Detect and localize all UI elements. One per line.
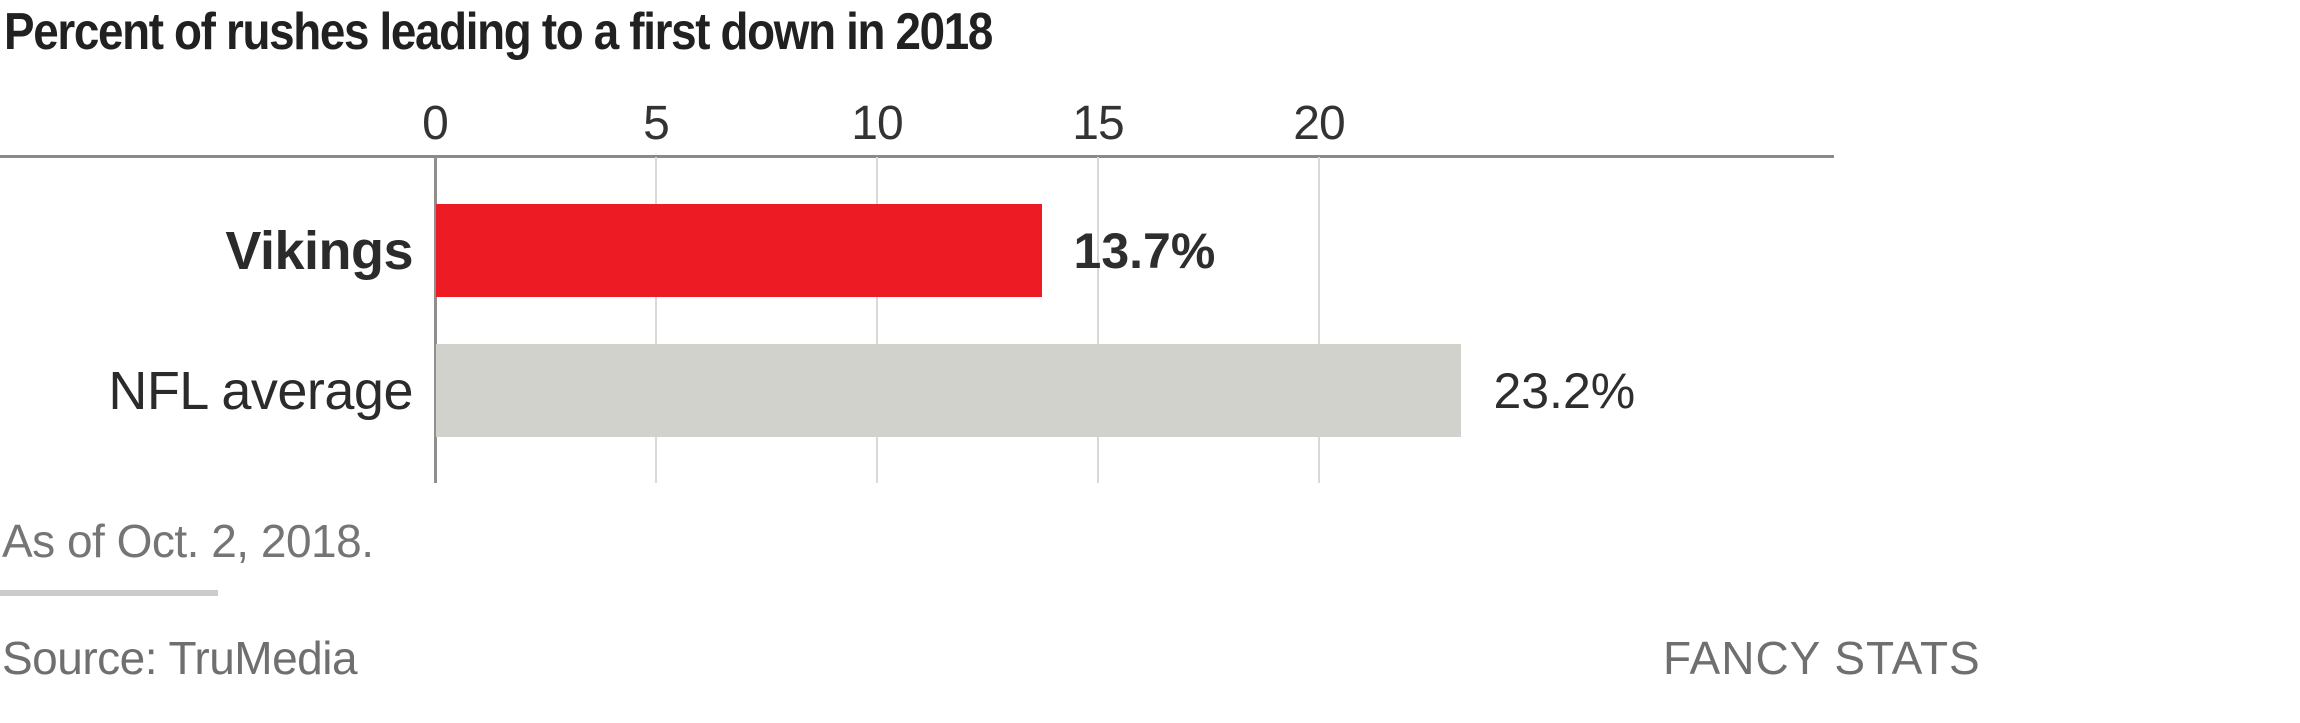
bar-row-vikings: Vikings 13.7% <box>0 204 2300 297</box>
source-text: Source: TruMedia <box>2 632 358 684</box>
category-label-vikings: Vikings <box>225 220 413 281</box>
bar-vikings <box>436 204 1042 297</box>
gridline <box>1318 157 1320 483</box>
category-label-nfl-average: NFL average <box>108 360 413 421</box>
footer-rule <box>0 590 218 596</box>
plot-area: 0 5 10 15 20 Vikings 13.7% NFL average 23.2% <box>0 97 2300 483</box>
x-axis-tick-label: 20 <box>1293 97 1345 150</box>
zero-baseline <box>433 157 437 483</box>
credit-text: FANCY STATS <box>1663 632 1981 684</box>
value-label-vikings: 13.7% <box>1073 222 1216 279</box>
value-label-nfl-average: 23.2% <box>1493 362 1636 419</box>
gridline <box>876 157 878 483</box>
x-axis-line <box>0 155 1834 158</box>
x-axis-tick-label: 5 <box>643 97 670 150</box>
x-axis-tick-label: 15 <box>1072 97 1124 150</box>
gridline <box>1097 157 1099 483</box>
footnote: As of Oct. 2, 2018. <box>2 515 374 567</box>
bar-nfl-average <box>436 344 1462 437</box>
x-axis-tick-label: 10 <box>851 97 903 150</box>
x-axis-tick-label: 0 <box>422 97 449 150</box>
chart-title: Percent of rushes leading to a first dow… <box>4 3 993 61</box>
bar-row-nfl-average: NFL average 23.2% <box>0 344 2300 437</box>
gridline <box>655 157 657 483</box>
